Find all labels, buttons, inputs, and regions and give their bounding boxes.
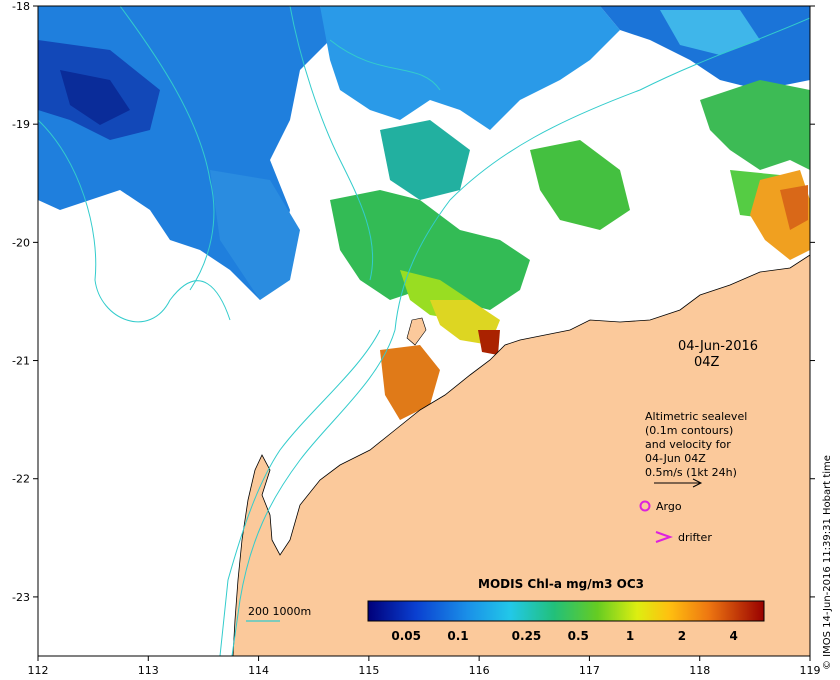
lon-tick-label: 115 bbox=[358, 664, 379, 677]
colorbar-tick-label: 4 bbox=[730, 629, 738, 643]
lat-tick-label: -22 bbox=[12, 473, 30, 486]
map-frame bbox=[37, 5, 811, 657]
latitude-axis: -18 -19 -20 -21 -22 -23 bbox=[12, 0, 815, 604]
lat-tick-label: -18 bbox=[12, 0, 30, 13]
longitude-axis: 112 113 114 115 116 117 118 119 bbox=[28, 656, 821, 677]
drifter-marker-icon bbox=[655, 531, 673, 543]
colorbar-title: MODIS Chl-a mg/m3 OC3 bbox=[478, 577, 644, 591]
land-mass bbox=[232, 254, 810, 656]
bathymetry-legend: 200 1000m bbox=[248, 605, 311, 618]
lon-tick-label: 112 bbox=[28, 664, 49, 677]
map-plot-area bbox=[38, 6, 810, 656]
colorbar-tick-label: 0.1 bbox=[447, 629, 468, 643]
colorbar-tick-label: 1 bbox=[626, 629, 634, 643]
lat-tick-label: -23 bbox=[12, 591, 30, 604]
drifter-label: drifter bbox=[678, 531, 712, 544]
argo-marker-icon bbox=[639, 500, 651, 512]
colorbar-tick-label: 0.5 bbox=[568, 629, 589, 643]
argo-label: Argo bbox=[656, 500, 682, 513]
lon-tick-label: 116 bbox=[469, 664, 490, 677]
lon-tick-label: 114 bbox=[248, 664, 269, 677]
velocity-scale-arrow bbox=[654, 478, 703, 488]
altimetry-line-3: and velocity for bbox=[645, 438, 731, 451]
altimetry-line-5: 0.5m/s (1kt 24h) bbox=[645, 466, 737, 479]
lon-tick-label: 113 bbox=[138, 664, 159, 677]
time-label: 04Z bbox=[694, 355, 720, 370]
colorbar-tick-label: 0.05 bbox=[391, 629, 421, 643]
altimetry-note: Altimetric sealevel (0.1m contours) and … bbox=[645, 410, 747, 479]
bathymetry-contours bbox=[38, 6, 810, 656]
altimetry-line-4: 04-Jun 04Z bbox=[645, 452, 706, 465]
lat-tick-label: -20 bbox=[12, 236, 30, 249]
credit-text: © IMOS 14-Jun-2016 11:39:31 Hobart time bbox=[822, 455, 833, 670]
altimetry-line-1: Altimetric sealevel bbox=[645, 410, 747, 423]
lat-tick-label: -21 bbox=[12, 355, 30, 368]
altimetry-line-2: (0.1m contours) bbox=[645, 424, 733, 437]
lat-tick-label: -19 bbox=[12, 118, 30, 131]
lon-tick-label: 117 bbox=[579, 664, 600, 677]
chlorophyll-mid-swath bbox=[330, 80, 810, 320]
island bbox=[406, 317, 427, 346]
date-label: 04-Jun-2016 bbox=[678, 339, 758, 354]
chlorophyll-high-swath bbox=[380, 170, 810, 420]
colorbar-ticks: 0.05 0.1 0.25 0.5 1 2 4 bbox=[391, 629, 738, 643]
colorbar bbox=[367, 600, 765, 622]
lon-tick-label: 118 bbox=[689, 664, 710, 677]
colorbar-tick-label: 2 bbox=[678, 629, 686, 643]
chlorophyll-low-swath bbox=[38, 6, 810, 300]
lon-tick-label: 119 bbox=[800, 664, 821, 677]
colorbar-tick-label: 0.25 bbox=[512, 629, 542, 643]
